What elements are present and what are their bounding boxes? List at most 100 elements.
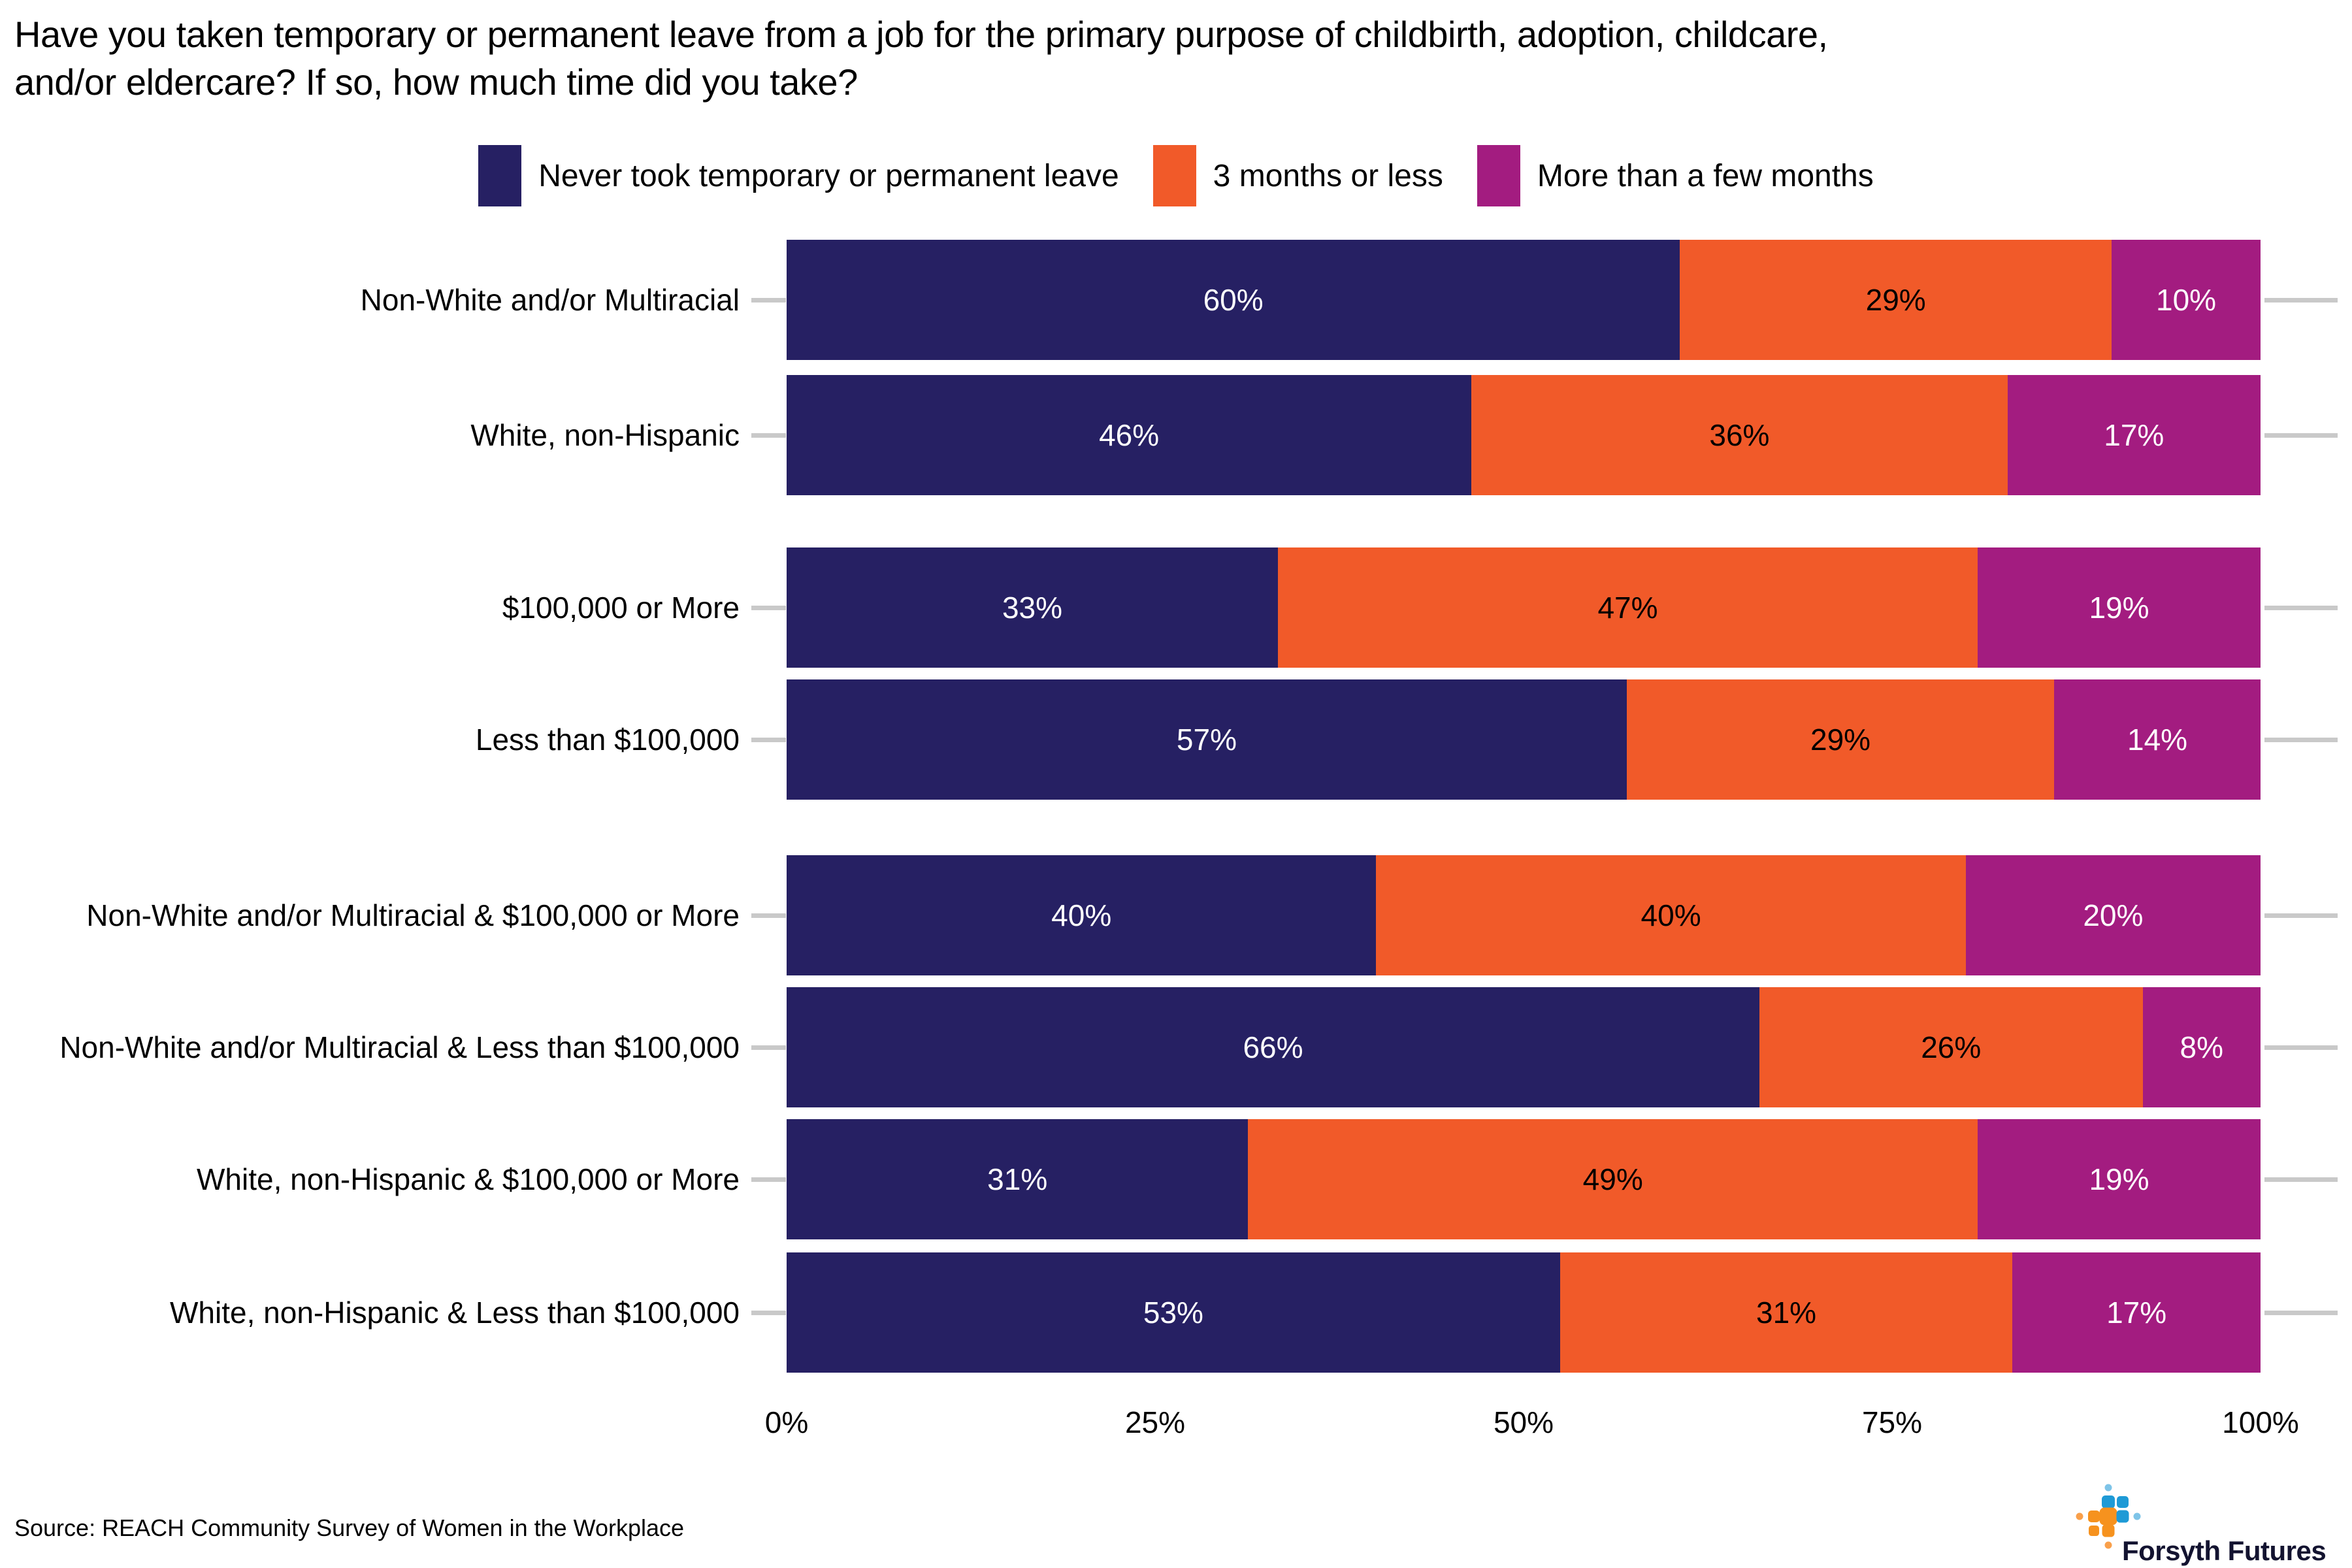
bar-segment: 53% (787, 1252, 1560, 1373)
forsyth-futures-dots-icon (2072, 1480, 2146, 1554)
category-label: White, non-Hispanic & Less than $100,000 (170, 1296, 740, 1330)
legend: Never took temporary or permanent leave 3… (0, 145, 2352, 206)
bar-segment: 17% (2007, 375, 2261, 495)
stacked-bar: 33% 47% 19% (787, 547, 2261, 668)
bar-row: $100,000 or More 33% 47% 19% (0, 547, 2352, 668)
axis-tick-right (2264, 606, 2338, 610)
bar-segment: 33% (787, 547, 1278, 668)
bar-row: Non-White and/or Multiracial 60% 29% 10% (0, 240, 2352, 360)
segment-value-label: 10% (2156, 283, 2217, 317)
bar-row: Non-White and/or Multiracial & $100,000 … (0, 855, 2352, 975)
bar-segment: 40% (1376, 855, 1966, 975)
axis-tick-right (2264, 1311, 2338, 1315)
bar-segment: 20% (1965, 855, 2261, 975)
segment-value-label: 19% (2089, 591, 2149, 625)
bar-segment: 36% (1471, 375, 2008, 495)
bar-row: White, non-Hispanic & Less than $100,000… (0, 1252, 2352, 1373)
bar-row: White, non-Hispanic & $100,000 or More 31… (0, 1119, 2352, 1239)
segment-value-label: 29% (1865, 283, 1926, 317)
bar-segment: 46% (787, 375, 1472, 495)
chart-title: Have you taken temporary or permanent le… (14, 10, 1828, 106)
bar-segment: 60% (787, 240, 1680, 360)
logo-square-icon (2116, 1510, 2129, 1523)
axis-tick-left (751, 913, 786, 918)
category-label: Non-White and/or Multiracial & Less than… (59, 1030, 740, 1064)
logo-square-icon (2102, 1495, 2115, 1509)
bar-row: White, non-Hispanic 46% 36% 17% (0, 375, 2352, 495)
legend-swatch-icon (478, 145, 522, 206)
axis-tick-left (751, 298, 786, 302)
legend-item-1: 3 months or less (1152, 145, 1443, 206)
bar-segment: 17% (2012, 1252, 2261, 1373)
stacked-bar: 46% 36% 17% (787, 375, 2261, 495)
logo-square-icon (2089, 1526, 2099, 1536)
logo-dot-icon (2104, 1541, 2112, 1549)
bar-segment: 14% (2054, 679, 2261, 800)
chart-title-line2: and/or eldercare? If so, how much time d… (14, 61, 858, 103)
logo-dot-icon (2133, 1512, 2141, 1520)
segment-value-label: 47% (1597, 591, 1658, 625)
bar-segment: 40% (787, 855, 1377, 975)
segment-value-label: 31% (1756, 1296, 1817, 1330)
bar-segment: 19% (1978, 1119, 2261, 1239)
stacked-bar: 40% 40% 20% (787, 855, 2261, 975)
segment-value-label: 33% (1002, 591, 1063, 625)
segment-value-label: 26% (1921, 1030, 1982, 1064)
segment-value-label: 19% (2089, 1162, 2149, 1196)
segment-value-label: 36% (1709, 418, 1770, 452)
segment-value-label: 17% (2104, 418, 2164, 452)
segment-value-label: 17% (2106, 1296, 2167, 1330)
bar-segment: 49% (1248, 1119, 1978, 1239)
stacked-bar: 57% 29% 14% (787, 679, 2261, 800)
segment-value-label: 57% (1176, 723, 1237, 757)
legend-item-0: Never took temporary or permanent leave (478, 145, 1119, 206)
axis-tick-left (751, 433, 786, 438)
legend-label: More than a few months (1537, 158, 1874, 193)
logo-square-icon (2102, 1524, 2115, 1537)
category-label: White, non-Hispanic & $100,000 or More (197, 1162, 740, 1196)
bar-row: Less than $100,000 57% 29% 14% (0, 679, 2352, 800)
category-label: White, non-Hispanic (470, 418, 740, 452)
segment-value-label: 29% (1810, 723, 1871, 757)
logo-square-icon (2088, 1511, 2100, 1522)
segment-value-label: 53% (1143, 1296, 1203, 1330)
category-label: Less than $100,000 (475, 723, 740, 757)
category-label: $100,000 or More (502, 591, 740, 625)
segment-value-label: 46% (1099, 418, 1160, 452)
x-axis-tick-label: 25% (1124, 1405, 1186, 1439)
bar-segment: 29% (1626, 679, 2055, 800)
axis-tick-left (751, 1177, 786, 1182)
segment-value-label: 40% (1641, 898, 1701, 932)
source-note: Source: REACH Community Survey of Women … (14, 1514, 685, 1541)
axis-tick-left (751, 738, 786, 742)
forsyth-futures-logo-text: Forsyth Futures (2122, 1535, 2327, 1566)
bar-segment: 47% (1278, 547, 1978, 668)
x-axis-tick-label: 100% (2222, 1405, 2299, 1439)
logo-dot-icon (2104, 1484, 2112, 1492)
logo-square-icon (2099, 1507, 2117, 1526)
stacked-bar: 53% 31% 17% (787, 1252, 2261, 1373)
axis-tick-right (2264, 1177, 2338, 1182)
axis-tick-left (751, 1045, 786, 1050)
axis-tick-right (2264, 298, 2338, 302)
category-label: Non-White and/or Multiracial (360, 283, 740, 317)
axis-tick-right (2264, 913, 2338, 918)
bar-row: Non-White and/or Multiracial & Less than… (0, 987, 2352, 1107)
segment-value-label: 20% (2083, 898, 2144, 932)
legend-label: Never took temporary or permanent leave (538, 158, 1119, 193)
legend-label: 3 months or less (1213, 158, 1443, 193)
stacked-bar: 66% 26% 8% (787, 987, 2261, 1107)
segment-value-label: 40% (1051, 898, 1112, 932)
legend-item-2: More than a few months (1477, 145, 1874, 206)
axis-tick-left (751, 1311, 786, 1315)
bar-segment: 66% (787, 987, 1759, 1107)
stacked-bar: 31% 49% 19% (787, 1119, 2261, 1239)
x-axis-tick-label: 0% (764, 1405, 809, 1439)
logo-dot-icon (2076, 1512, 2083, 1520)
bar-segment: 10% (2112, 240, 2261, 360)
axis-tick-right (2264, 738, 2338, 742)
chart-title-line1: Have you taken temporary or permanent le… (14, 14, 1828, 55)
segment-value-label: 60% (1203, 283, 1264, 317)
bar-segment: 29% (1680, 240, 2112, 360)
